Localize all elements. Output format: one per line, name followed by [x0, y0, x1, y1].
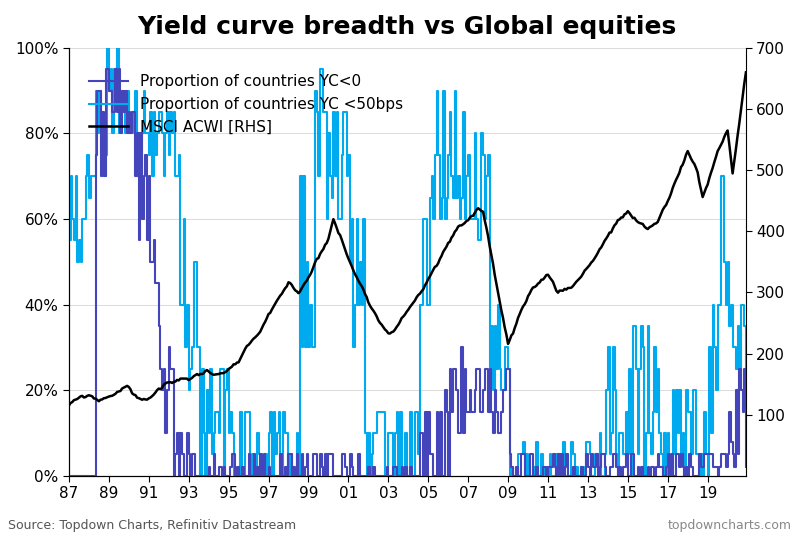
Title: Yield curve breadth vs Global equities: Yield curve breadth vs Global equities — [138, 15, 677, 39]
Text: topdowncharts.com: topdowncharts.com — [668, 519, 792, 532]
Text: Source: Topdown Charts, Refinitiv Datastream: Source: Topdown Charts, Refinitiv Datast… — [8, 519, 296, 532]
Legend: Proportion of countries YC<0, Proportion of countries YC <50bps, MSCI ACWI [RHS]: Proportion of countries YC<0, Proportion… — [83, 68, 409, 141]
